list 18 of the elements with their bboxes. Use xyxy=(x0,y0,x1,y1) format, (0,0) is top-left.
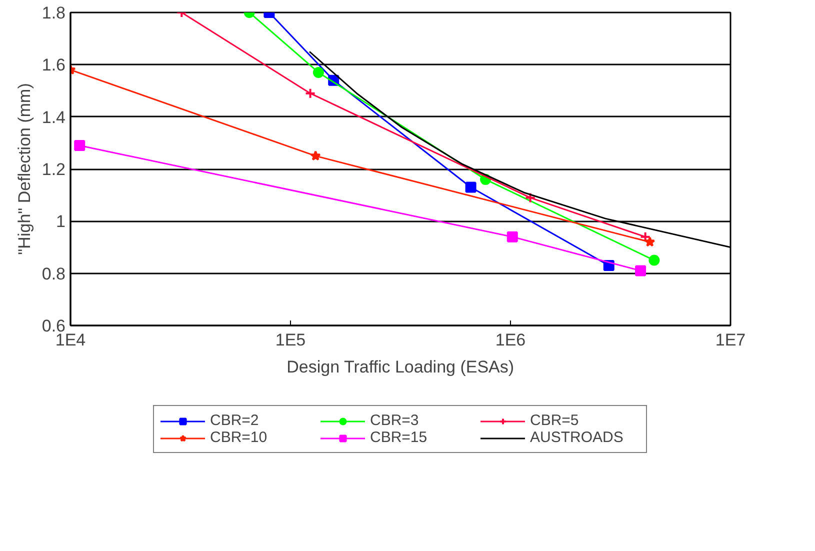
y-tick-label: 1.2 xyxy=(42,160,66,179)
y-tick-label: 1.8 xyxy=(42,4,66,22)
x-tick-label: 1E6 xyxy=(495,330,526,350)
legend-label: CBR=10 xyxy=(210,429,268,446)
y-tick-label: 1.6 xyxy=(42,56,66,75)
y-axis-title: "High" Deflection (mm) xyxy=(14,83,34,255)
legend-label: CBR=3 xyxy=(370,412,420,429)
x-axis-title: Design Traffic Loading (ESAs) xyxy=(286,358,514,376)
legend-label: AUSTROADS xyxy=(530,429,624,446)
y-tick-label: 0.8 xyxy=(42,264,66,284)
legend-label: CBR=2 xyxy=(210,412,260,429)
y-tick-label: 1 xyxy=(56,212,66,232)
x-tick-label: 1E5 xyxy=(275,330,306,350)
legend-label: CBR=5 xyxy=(530,412,580,429)
x-tick-label: 1E4 xyxy=(55,330,86,350)
y-tick-label: 1.4 xyxy=(42,108,66,127)
x-tick-label: 1E7 xyxy=(715,330,746,350)
legend-label: CBR=15 xyxy=(370,429,428,446)
